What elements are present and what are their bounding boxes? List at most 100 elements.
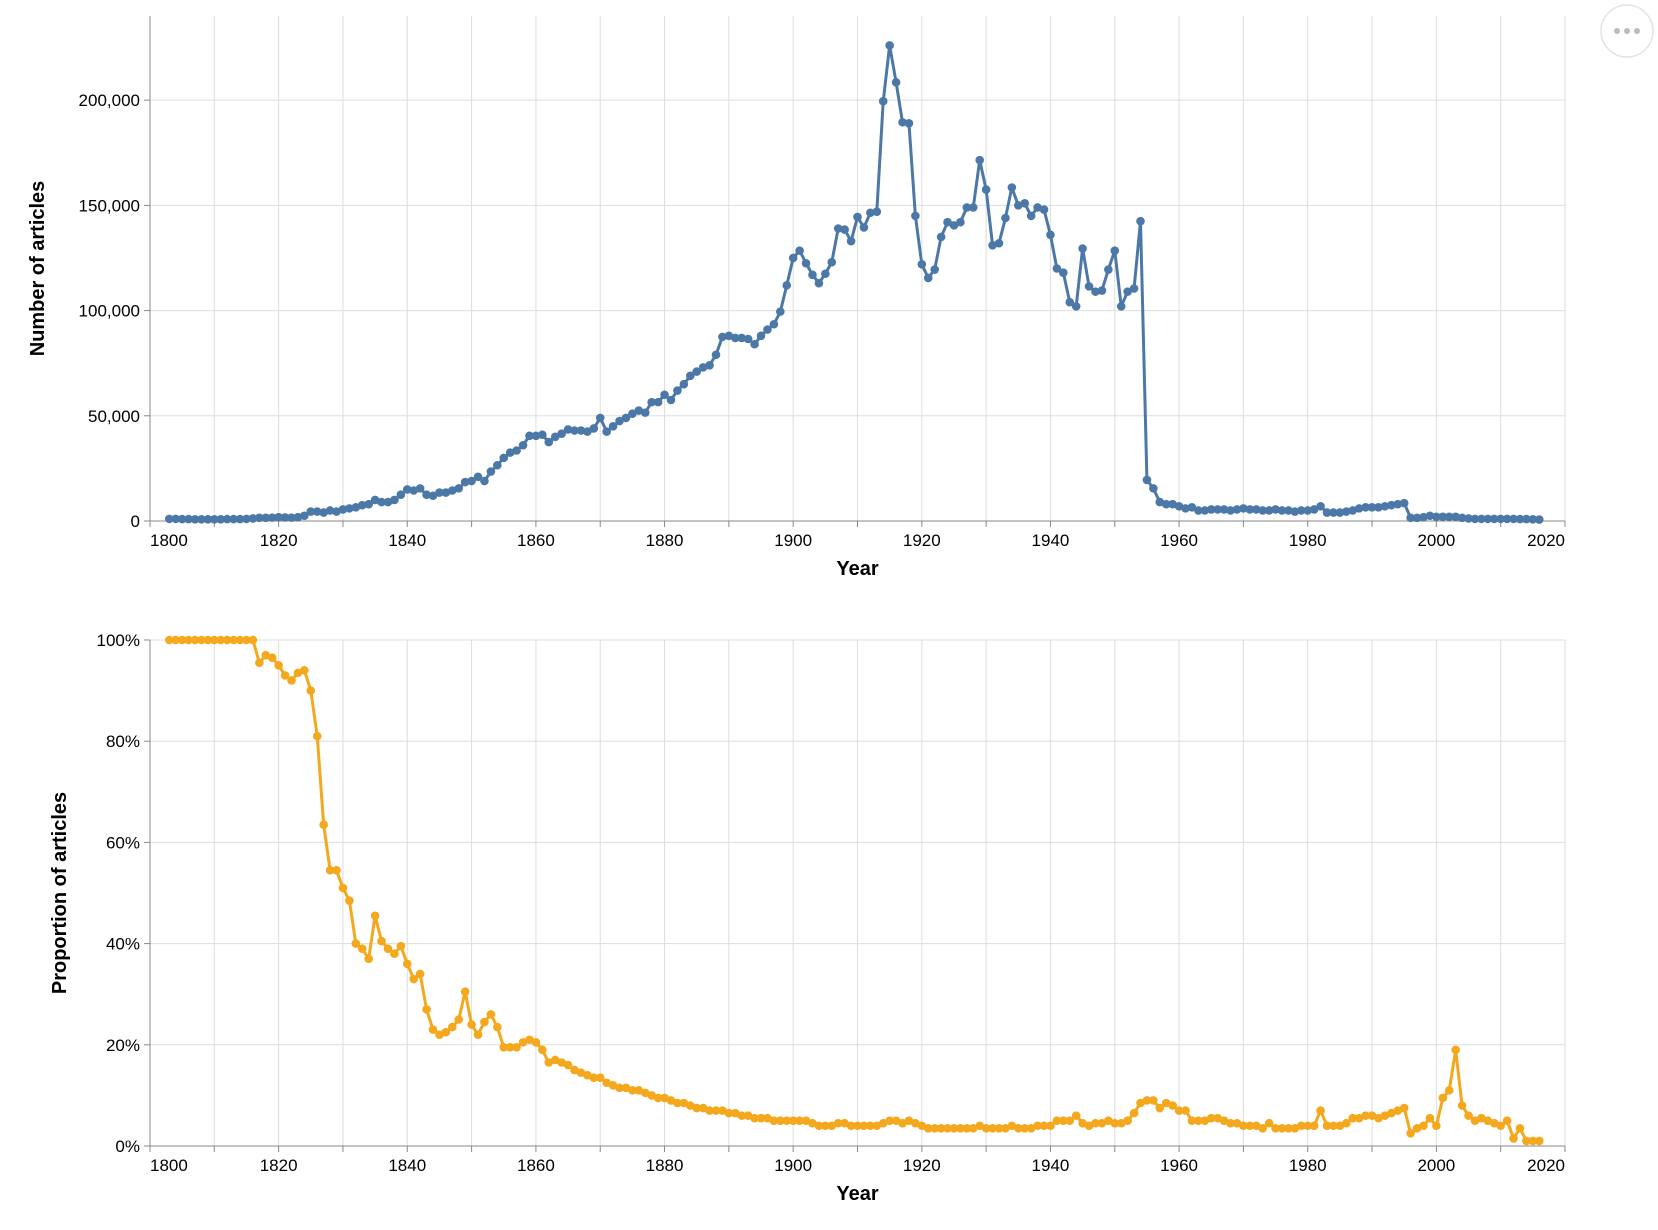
point — [1329, 1121, 1338, 1131]
point — [377, 936, 386, 946]
point — [190, 515, 200, 524]
point — [300, 511, 309, 521]
point — [512, 1043, 521, 1052]
point — [1451, 512, 1460, 522]
point — [235, 514, 245, 524]
point — [480, 476, 489, 486]
point — [1091, 287, 1100, 296]
point — [1059, 1116, 1068, 1125]
point — [930, 1123, 939, 1133]
point — [904, 119, 914, 128]
point — [936, 232, 946, 242]
point — [312, 507, 322, 516]
point — [814, 1121, 824, 1131]
point — [923, 1123, 933, 1133]
point — [1232, 505, 1242, 514]
y-tick-label: 100% — [97, 631, 140, 650]
point — [705, 360, 714, 370]
point — [956, 1123, 965, 1133]
point — [428, 491, 438, 501]
point — [1316, 1106, 1325, 1115]
point — [711, 350, 721, 360]
point — [1419, 512, 1428, 522]
menu-dot — [1614, 28, 1620, 34]
point — [1425, 1113, 1435, 1123]
point — [840, 225, 849, 234]
x-tick-label: 1940 — [1032, 1156, 1070, 1175]
point — [898, 117, 907, 127]
point — [1502, 1116, 1512, 1125]
point — [628, 409, 637, 418]
point — [981, 1123, 991, 1133]
point — [814, 278, 824, 288]
point — [1277, 1123, 1287, 1133]
point — [1271, 1123, 1280, 1133]
point — [1438, 1093, 1448, 1103]
point — [1084, 282, 1094, 291]
point — [718, 332, 727, 342]
point — [531, 431, 541, 441]
line — [169, 638, 1540, 1143]
point — [1258, 506, 1268, 515]
point — [203, 515, 213, 524]
point — [1316, 501, 1325, 511]
point — [673, 386, 682, 395]
point — [1374, 503, 1383, 512]
point — [1380, 501, 1390, 511]
point — [1213, 505, 1222, 514]
point — [673, 1098, 682, 1108]
point — [936, 1123, 946, 1133]
point — [1046, 1121, 1055, 1131]
point — [1515, 514, 1525, 524]
point — [692, 367, 702, 376]
point — [1393, 499, 1403, 509]
point — [357, 944, 367, 953]
point — [885, 1116, 894, 1125]
point — [795, 246, 804, 255]
point — [782, 281, 792, 290]
point — [473, 472, 483, 482]
point — [210, 515, 219, 524]
point — [628, 1086, 637, 1095]
point — [325, 865, 335, 875]
point — [409, 974, 419, 984]
point — [364, 499, 373, 509]
point — [177, 635, 187, 645]
point — [364, 954, 373, 964]
menu-button[interactable] — [1600, 4, 1654, 58]
point — [338, 883, 348, 893]
point — [274, 512, 283, 522]
y-tick-label: 20% — [106, 1036, 140, 1055]
point — [1039, 205, 1049, 214]
point — [396, 490, 406, 499]
point — [171, 514, 181, 524]
point — [1419, 1121, 1428, 1131]
point — [454, 1015, 464, 1024]
point — [525, 431, 534, 441]
point — [184, 635, 193, 645]
point — [660, 390, 669, 400]
point — [1219, 505, 1229, 514]
point — [962, 203, 972, 212]
point — [763, 325, 772, 334]
point — [943, 1123, 952, 1133]
point — [177, 514, 187, 524]
point — [415, 484, 425, 493]
x-tick-label: 1960 — [1160, 1156, 1198, 1175]
point — [911, 211, 920, 221]
x-tick-label: 1800 — [150, 1156, 188, 1175]
point — [821, 1121, 830, 1131]
point — [692, 1103, 702, 1113]
point — [197, 515, 206, 524]
point — [248, 635, 258, 645]
point — [486, 1010, 496, 1019]
point — [866, 208, 875, 218]
y-tick-label: 0 — [131, 512, 140, 531]
point — [878, 96, 888, 106]
y-axis-title: Proportion of articles — [49, 792, 71, 994]
point — [1457, 1101, 1467, 1110]
point — [1071, 302, 1081, 311]
point — [473, 1030, 483, 1039]
point — [293, 512, 303, 522]
